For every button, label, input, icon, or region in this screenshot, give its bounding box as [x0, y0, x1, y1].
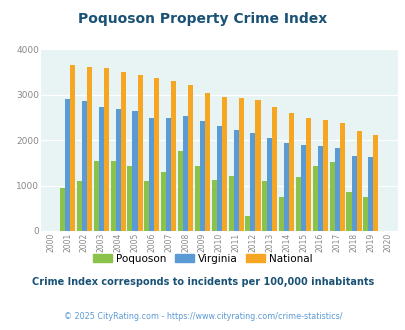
Bar — [238, 98, 243, 231]
Bar — [284, 143, 288, 231]
Bar — [228, 176, 233, 231]
Bar — [367, 156, 373, 231]
Bar — [87, 67, 92, 231]
Bar — [262, 181, 266, 231]
Bar — [188, 85, 193, 231]
Bar — [345, 191, 351, 231]
Bar — [120, 72, 126, 231]
Bar — [322, 120, 327, 231]
Bar — [82, 101, 87, 231]
Bar — [199, 121, 205, 231]
Bar — [60, 188, 65, 231]
Bar — [177, 151, 183, 231]
Bar — [211, 180, 216, 231]
Bar — [266, 138, 272, 231]
Bar — [305, 117, 310, 231]
Bar — [137, 75, 142, 231]
Bar — [115, 109, 120, 231]
Bar — [339, 122, 344, 231]
Bar — [255, 100, 260, 231]
Bar — [110, 161, 115, 231]
Bar — [161, 172, 166, 231]
Bar — [278, 196, 284, 231]
Bar — [334, 148, 339, 231]
Bar — [194, 166, 199, 231]
Bar — [233, 130, 238, 231]
Bar — [144, 181, 149, 231]
Bar — [132, 111, 137, 231]
Bar — [317, 146, 322, 231]
Text: Poquoson Property Crime Index: Poquoson Property Crime Index — [78, 12, 327, 25]
Bar — [94, 161, 98, 231]
Bar — [295, 177, 300, 231]
Bar — [98, 107, 104, 231]
Bar — [329, 162, 334, 231]
Bar — [351, 156, 356, 231]
Bar — [216, 126, 221, 231]
Bar — [149, 118, 154, 231]
Text: Crime Index corresponds to incidents per 100,000 inhabitants: Crime Index corresponds to incidents per… — [32, 277, 373, 287]
Bar — [362, 196, 367, 231]
Bar — [104, 68, 109, 231]
Bar — [183, 116, 188, 231]
Bar — [127, 166, 132, 231]
Bar — [300, 145, 305, 231]
Bar — [272, 107, 277, 231]
Bar — [205, 93, 209, 231]
Bar — [171, 81, 176, 231]
Bar — [70, 65, 75, 231]
Bar — [356, 131, 361, 231]
Bar — [221, 97, 226, 231]
Bar — [373, 135, 377, 231]
Bar — [166, 118, 171, 231]
Bar — [245, 216, 250, 231]
Bar — [288, 113, 294, 231]
Bar — [154, 78, 159, 231]
Legend: Poquoson, Virginia, National: Poquoson, Virginia, National — [89, 249, 316, 268]
Text: © 2025 CityRating.com - https://www.cityrating.com/crime-statistics/: © 2025 CityRating.com - https://www.city… — [64, 312, 341, 321]
Bar — [250, 133, 255, 231]
Bar — [312, 166, 317, 231]
Bar — [65, 99, 70, 231]
Bar — [77, 181, 82, 231]
